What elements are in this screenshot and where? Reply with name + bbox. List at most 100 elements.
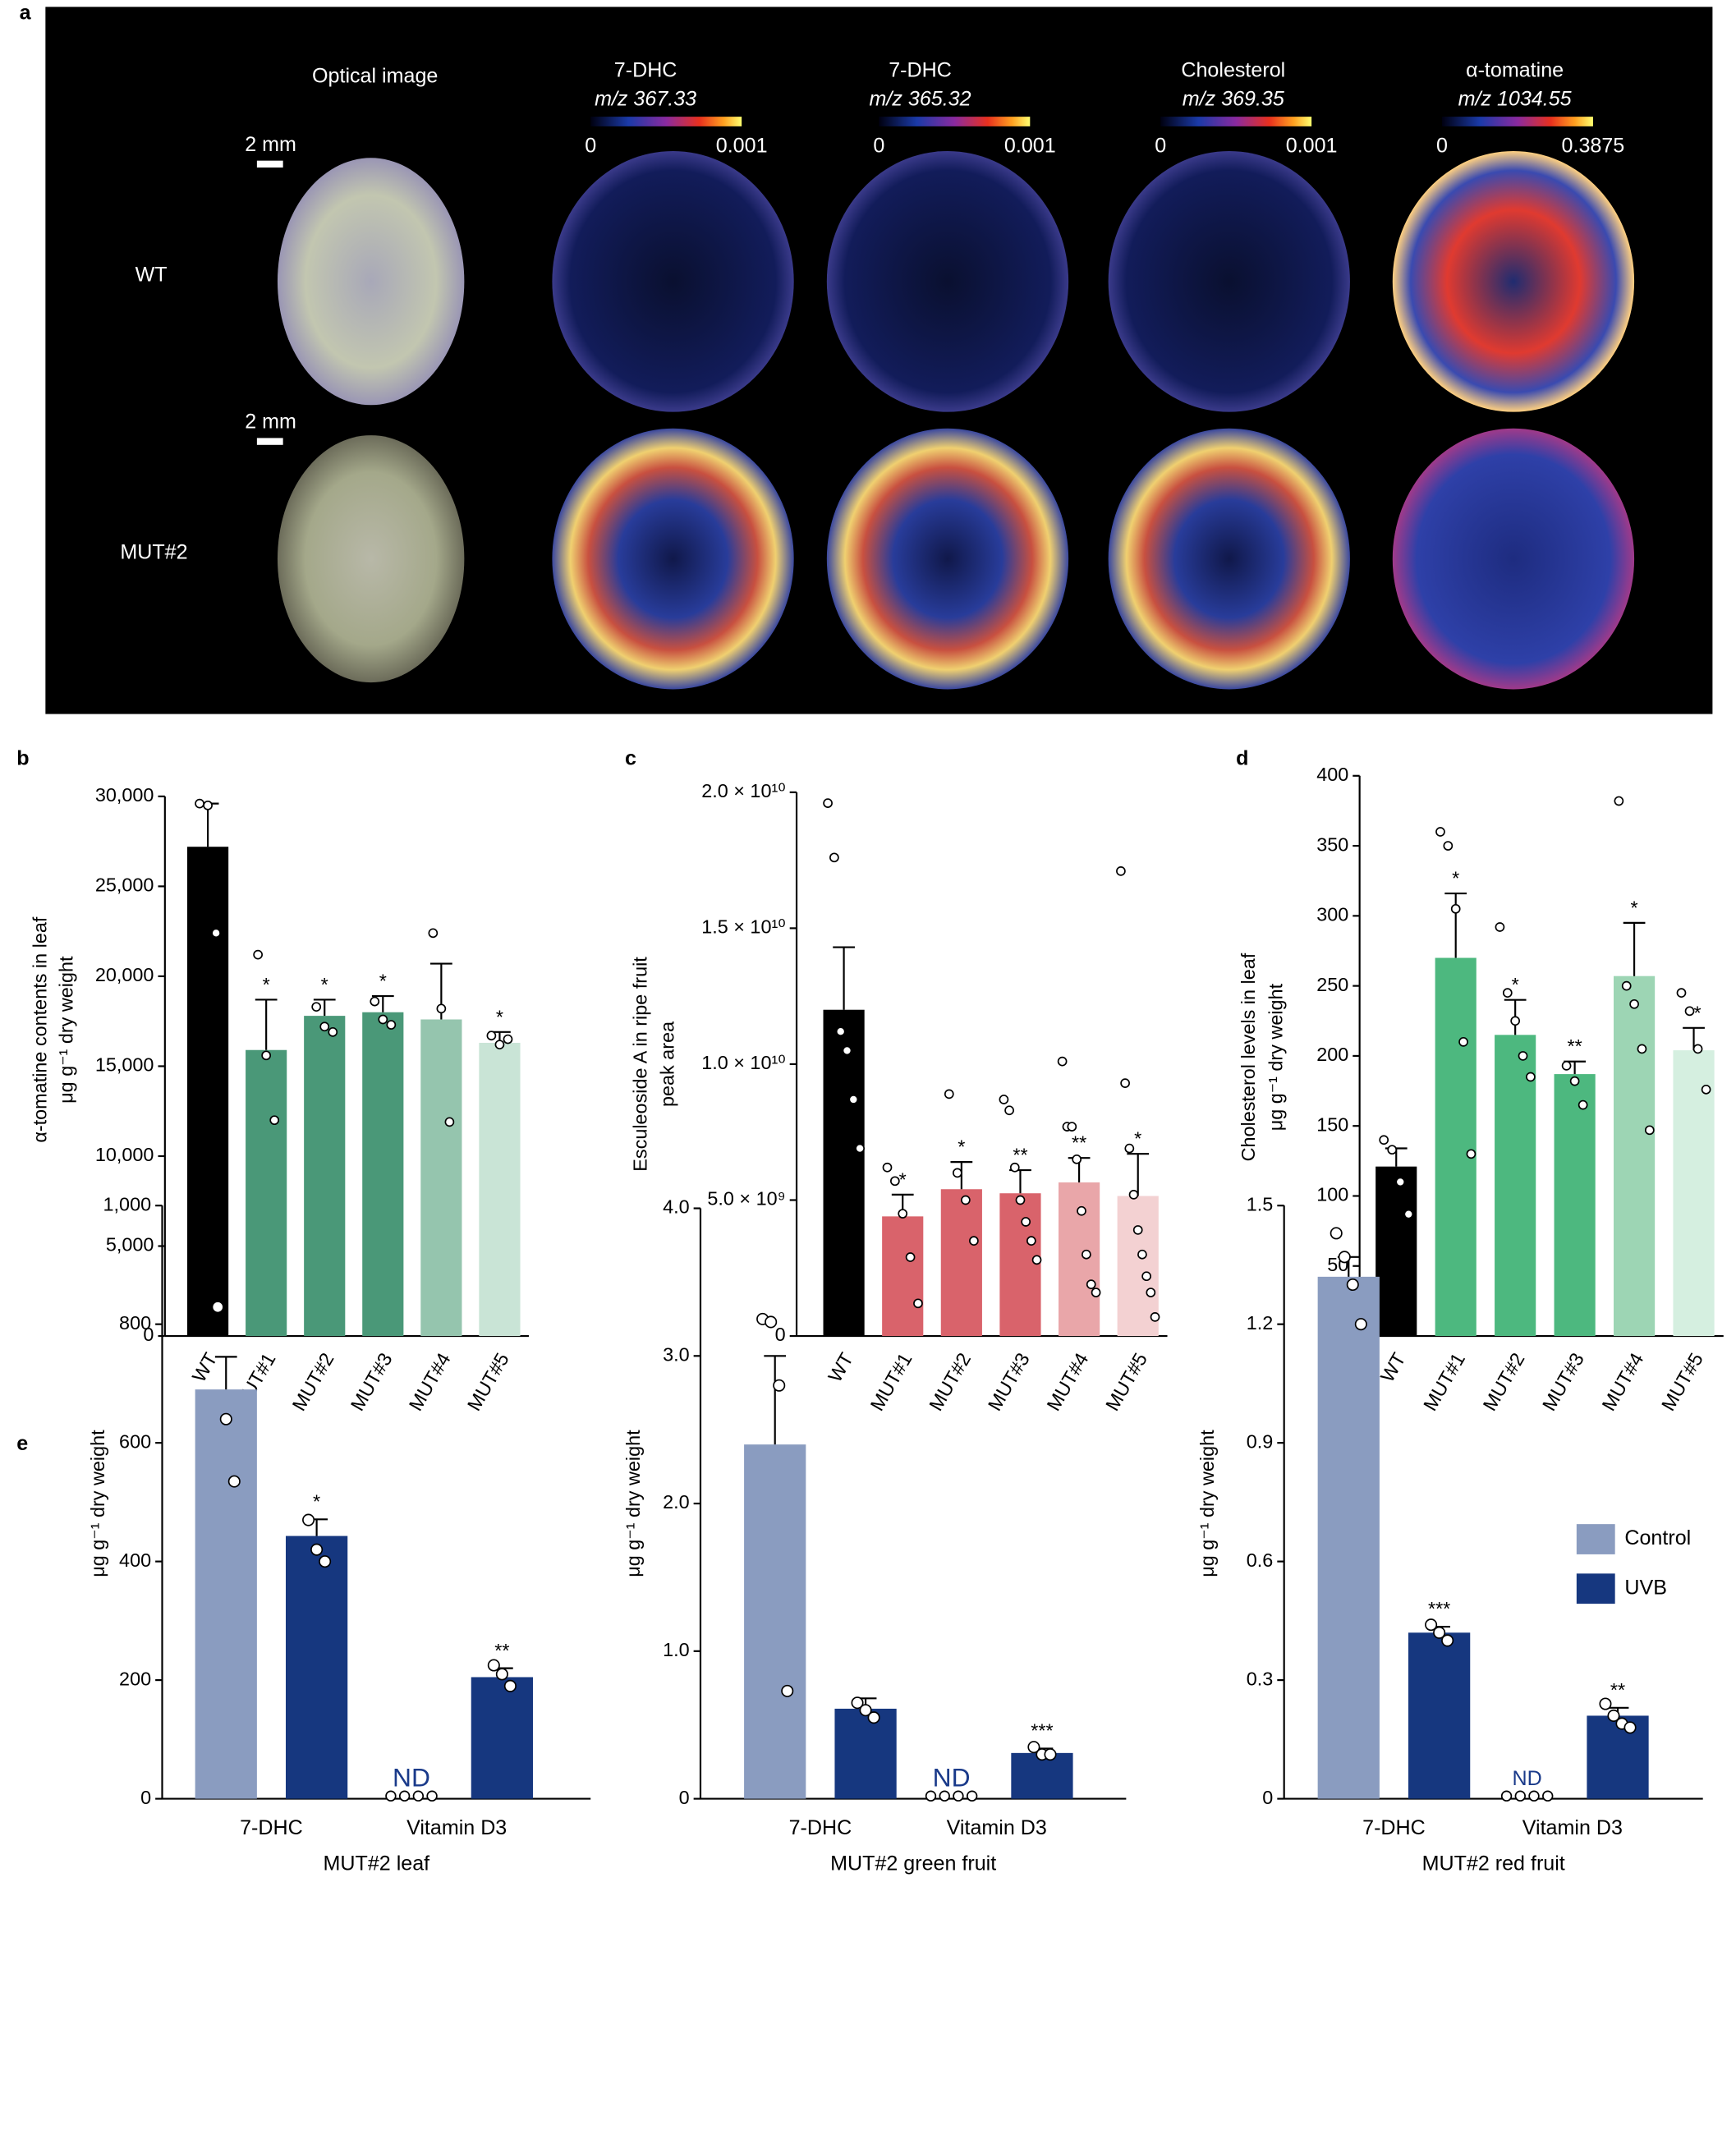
x-tick-label: MUT#2 <box>1479 1349 1529 1414</box>
legend-swatch <box>1576 1573 1615 1604</box>
data-point <box>1091 1288 1101 1297</box>
scale-bar <box>256 160 283 168</box>
data-point <box>961 1195 971 1205</box>
data-point <box>253 949 263 960</box>
data-point <box>859 1704 872 1717</box>
column-subtitle: m/z 365.32 <box>870 88 971 111</box>
data-point <box>1502 988 1513 998</box>
data-point <box>855 1143 865 1154</box>
bar <box>1587 1715 1649 1799</box>
data-point <box>890 1176 900 1187</box>
data-point <box>913 1298 923 1309</box>
x-tick-label: MUT#1 <box>866 1349 916 1414</box>
panel-a: Optical image 7-DHC m/z 367.33 0 0.001 7-DHC m… <box>120 59 1635 690</box>
x-tick-label: MUT#3 <box>984 1349 1034 1414</box>
data-point <box>1026 1236 1036 1246</box>
bar <box>999 1193 1041 1337</box>
data-point <box>1578 1099 1588 1110</box>
data-point <box>311 1002 322 1012</box>
colorbar-min: 0 <box>1155 135 1166 158</box>
y-tick-label: 20,000 <box>95 964 154 985</box>
bar <box>420 1019 462 1337</box>
data-point <box>898 1209 908 1219</box>
data-point <box>1330 1227 1343 1240</box>
x-tick-label: WT <box>1376 1349 1410 1386</box>
y-tick-label: 1.5 × 10¹⁰ <box>701 916 785 938</box>
data-point <box>1072 1154 1082 1164</box>
x-tick-label: Vitamin D3 <box>947 1816 1047 1839</box>
data-point <box>1124 1143 1135 1154</box>
bar <box>1117 1196 1159 1337</box>
x-tick-label: MUT#5 <box>463 1349 513 1414</box>
y-tick-label: 0 <box>1262 1787 1273 1808</box>
y-tick-label: 0 <box>775 1324 786 1345</box>
data-point <box>1141 1271 1151 1282</box>
bar <box>471 1677 533 1799</box>
significance: * <box>379 970 387 991</box>
column-title: α-tomatine <box>1466 59 1564 82</box>
data-point <box>829 852 839 863</box>
data-point <box>1116 866 1126 876</box>
bar <box>940 1189 982 1337</box>
ms-image <box>1392 428 1635 690</box>
y-tick-label: 1.0 × 10¹⁰ <box>701 1052 785 1073</box>
y-tick-label: 2.0 × 10¹⁰ <box>701 780 785 801</box>
data-point <box>1082 1249 1091 1260</box>
y-tick-label: 600 <box>119 1430 151 1452</box>
ms-image <box>1392 150 1635 412</box>
significance: ** <box>1013 1145 1027 1166</box>
colorbar-min: 0 <box>585 135 596 158</box>
data-point <box>487 1659 500 1672</box>
y-axis-label: μg g⁻¹ dry weight <box>55 956 76 1104</box>
y-tick-label: 400 <box>1316 764 1348 785</box>
panel-letter: d <box>1236 746 1248 769</box>
data-point <box>503 1034 513 1044</box>
y-tick-label: 350 <box>1316 833 1348 855</box>
data-point <box>1137 1249 1147 1260</box>
data-point <box>386 1020 397 1030</box>
data-point <box>444 1117 455 1127</box>
row-label: WT <box>135 264 168 287</box>
colorbar-min: 0 <box>873 135 884 158</box>
chart-title: MUT#2 red fruit <box>1422 1852 1565 1875</box>
data-point <box>969 1236 979 1246</box>
column-title: Optical image <box>312 64 438 87</box>
row-label: MUT#2 <box>120 541 187 564</box>
data-point <box>1027 1741 1040 1754</box>
bar <box>1408 1632 1471 1799</box>
panel-letter: c <box>625 746 636 769</box>
bar <box>823 1009 865 1337</box>
y-tick-label: 400 <box>119 1549 151 1571</box>
x-tick-label: 7-DHC <box>1362 1816 1426 1839</box>
data-point <box>851 1696 864 1710</box>
data-point <box>227 1475 241 1488</box>
data-point <box>1387 1145 1398 1155</box>
bar <box>187 847 229 1337</box>
data-point <box>1021 1217 1031 1227</box>
y-tick-label: 250 <box>1316 974 1348 995</box>
nd-marker <box>1500 1790 1513 1802</box>
colorbar-max: 0.001 <box>716 135 768 158</box>
panel-letter: e <box>16 1432 28 1455</box>
nd-marker <box>939 1790 950 1802</box>
data-point <box>867 1711 880 1724</box>
data-point <box>319 1555 332 1568</box>
y-axis-label: μg g⁻¹ dry weight <box>622 1430 644 1577</box>
y-tick-label: 100 <box>1316 1184 1348 1205</box>
data-point <box>1466 1149 1477 1159</box>
bar <box>195 1389 257 1799</box>
nd-marker <box>925 1790 937 1802</box>
data-point <box>1450 903 1461 914</box>
data-point <box>1077 1205 1086 1216</box>
value-label: ND <box>393 1763 430 1793</box>
data-point <box>823 798 833 808</box>
y-tick-label: 150 <box>1316 1113 1348 1135</box>
data-point <box>269 1115 280 1126</box>
optical-image <box>277 158 465 406</box>
y-tick-label: 0.3 <box>1247 1668 1274 1689</box>
column-title: 7-DHC <box>889 59 952 82</box>
significance: * <box>899 1168 907 1190</box>
significance: ** <box>1610 1679 1625 1701</box>
